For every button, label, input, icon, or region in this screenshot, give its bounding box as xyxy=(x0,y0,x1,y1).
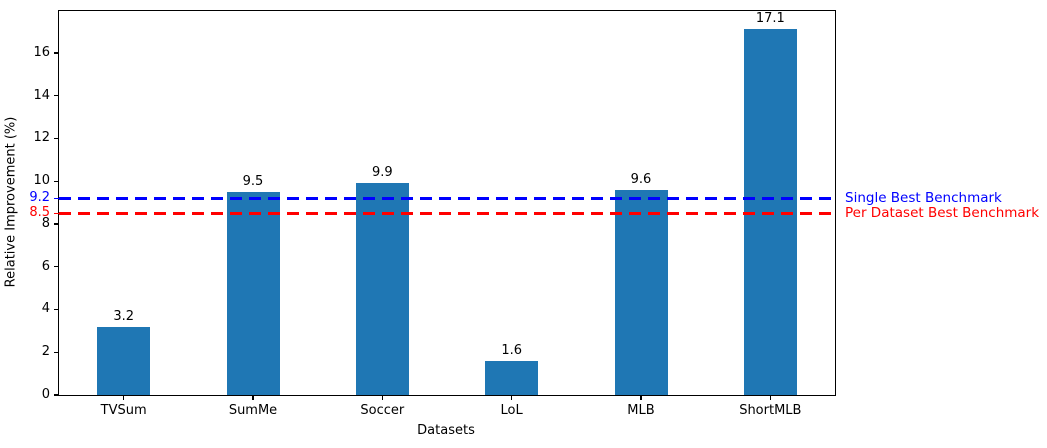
bar-value-label: 9.9 xyxy=(371,165,393,181)
y-tick-mark xyxy=(54,137,59,140)
reference-line xyxy=(59,211,835,215)
x-tick-mark xyxy=(381,395,383,400)
x-tick-label: Soccer xyxy=(360,403,405,418)
plot-area: 0 2 4 6 8 10 12 14 16 3.2 TVSum 9.5 SumMe 9.9 Soccer 1.… xyxy=(29,10,1039,418)
x-tick-mark xyxy=(252,395,254,400)
x-axis-label: Datasets xyxy=(417,423,475,438)
x-tick-label: TVSum xyxy=(100,403,147,418)
reference-line-label: Single Best Benchmark xyxy=(845,190,1002,207)
bar xyxy=(485,360,539,395)
y-tick-label: 2 xyxy=(41,344,50,360)
y-tick-label: 16 xyxy=(33,44,50,60)
bar xyxy=(614,189,668,395)
y-tick-label: 4 xyxy=(41,301,50,317)
x-tick-mark xyxy=(640,395,642,400)
y-tick-label: 14 xyxy=(33,87,50,103)
y-tick-mark xyxy=(54,394,59,396)
bar-value-label: 9.5 xyxy=(242,173,264,189)
y-axis-label: Relative Improvement (%) xyxy=(3,116,19,288)
y-tick-label: 0 xyxy=(41,387,50,402)
y-tick-mark xyxy=(54,351,59,353)
x-tick-label: ShortMLB xyxy=(739,403,802,418)
y-tick-mark xyxy=(54,52,59,54)
y-tick-mark xyxy=(54,266,59,268)
reference-tick-mark xyxy=(54,212,59,214)
bar-value-label: 1.6 xyxy=(501,342,522,358)
y-tick-label: 8 xyxy=(41,215,50,231)
x-tick-label: MLB xyxy=(627,403,655,418)
x-tick-label: SumMe xyxy=(228,403,278,418)
x-tick-mark xyxy=(123,395,125,400)
x-tick-label: LoL xyxy=(500,403,523,418)
bar xyxy=(97,326,151,395)
y-tick-mark xyxy=(54,308,59,311)
bar-value-label: 17.1 xyxy=(755,11,785,27)
y-tick-mark xyxy=(54,180,59,182)
reference-tick-label: 9.2 xyxy=(29,190,50,206)
x-tick-mark xyxy=(769,395,771,400)
reference-line-label: Per Dataset Best Benchmark xyxy=(845,205,1040,222)
bar xyxy=(226,191,280,395)
bar xyxy=(355,183,409,395)
y-tick-label: 10 xyxy=(33,173,50,189)
reference-tick-label: 8.5 xyxy=(29,205,50,221)
reference-tick-mark xyxy=(54,197,59,199)
reference-line xyxy=(59,196,835,200)
y-tick-label: 6 xyxy=(41,258,50,274)
bar-value-label: 9.6 xyxy=(630,171,652,187)
y-tick-label: 12 xyxy=(33,130,50,146)
y-tick-mark xyxy=(54,223,59,225)
bar-value-label: 3.2 xyxy=(113,308,134,324)
x-tick-mark xyxy=(511,395,513,400)
y-tick-mark xyxy=(54,95,59,97)
